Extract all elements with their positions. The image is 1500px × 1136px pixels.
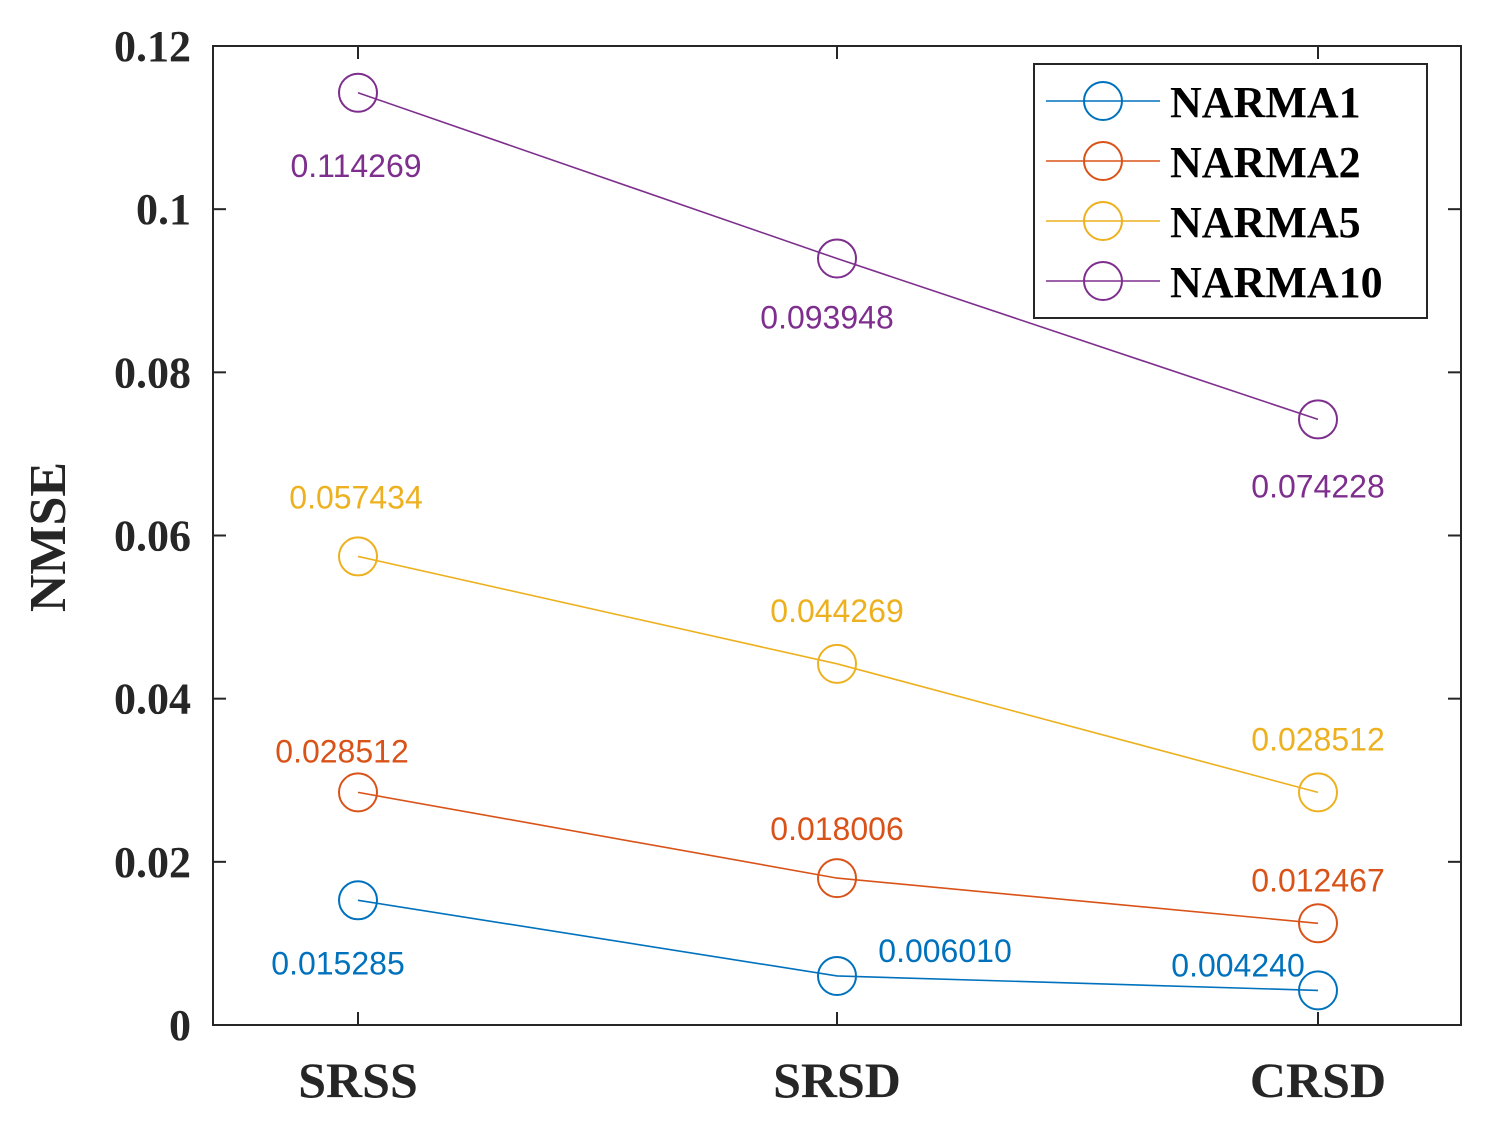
data-point-marker bbox=[338, 536, 378, 577]
y-tick-label: 0.04 bbox=[114, 675, 191, 724]
series-line bbox=[357, 91, 1319, 421]
data-point-marker bbox=[817, 858, 857, 899]
y-tick-label: 0.12 bbox=[114, 22, 191, 71]
data-label: 0.057434 bbox=[289, 479, 422, 515]
data-labels-group: 0.015285 0.006010 0.004240 0.028512 0.018006… bbox=[271, 148, 1384, 984]
data-point-marker bbox=[817, 643, 857, 684]
data-point-marker bbox=[338, 72, 378, 113]
series-line bbox=[357, 555, 1319, 794]
legend-label: NARMA2 bbox=[1170, 138, 1361, 187]
y-tick-label: 0.06 bbox=[114, 512, 191, 561]
x-ticks: SRSS SRSD CRSD bbox=[298, 46, 1386, 1108]
data-point-marker bbox=[338, 772, 378, 813]
data-point-marker bbox=[1298, 903, 1338, 944]
data-label: 0.114269 bbox=[290, 148, 421, 184]
legend-label: NARMA5 bbox=[1170, 198, 1361, 247]
data-point-marker bbox=[338, 880, 378, 921]
data-label: 0.004240 bbox=[1171, 947, 1304, 983]
data-label: 0.028512 bbox=[1251, 721, 1384, 757]
legend-label: NARMA1 bbox=[1170, 78, 1361, 127]
x-tick-label: SRSS bbox=[298, 1052, 418, 1108]
series-line bbox=[357, 791, 1319, 925]
data-point-marker bbox=[1298, 399, 1338, 440]
data-point-marker bbox=[817, 955, 857, 996]
data-label: 0.044269 bbox=[770, 593, 903, 629]
y-tick-label: 0.1 bbox=[136, 185, 191, 234]
legend-marker bbox=[1083, 81, 1123, 121]
series-line bbox=[357, 899, 1319, 992]
data-point-marker bbox=[1298, 970, 1338, 1011]
y-tick-label: 0 bbox=[169, 1001, 191, 1050]
legend-label: NARMA10 bbox=[1170, 258, 1383, 307]
y-axis-title: NMSE bbox=[20, 462, 77, 612]
x-tick-label: CRSD bbox=[1250, 1052, 1386, 1108]
series-narma10 bbox=[338, 72, 1338, 440]
legend-marker bbox=[1083, 141, 1123, 181]
y-tick-label: 0.08 bbox=[114, 348, 191, 397]
data-label: 0.093948 bbox=[760, 300, 893, 336]
data-label: 0.015285 bbox=[271, 945, 404, 981]
data-point-marker bbox=[1298, 772, 1338, 813]
data-label: 0.012467 bbox=[1251, 862, 1384, 898]
data-point-marker bbox=[817, 238, 857, 279]
y-ticks: 0 0.02 0.04 0.06 0.08 0.1 0.12 bbox=[114, 22, 1461, 1050]
x-tick-label: SRSD bbox=[773, 1052, 901, 1108]
series-group bbox=[338, 72, 1338, 1011]
legend-marker bbox=[1083, 201, 1123, 241]
series-narma5 bbox=[338, 536, 1338, 813]
series-narma2 bbox=[338, 772, 1338, 944]
legend-box bbox=[1033, 63, 1428, 319]
data-label: 0.006010 bbox=[878, 933, 1011, 969]
series-narma1 bbox=[338, 880, 1338, 1011]
legend-marker bbox=[1083, 261, 1123, 301]
data-label: 0.028512 bbox=[275, 733, 408, 769]
legend: NARMA1 NARMA2 NARMA5 NARMA10 bbox=[1033, 63, 1428, 319]
data-label: 0.074228 bbox=[1251, 468, 1384, 504]
data-label: 0.018006 bbox=[770, 811, 903, 847]
y-tick-label: 0.02 bbox=[114, 838, 191, 887]
